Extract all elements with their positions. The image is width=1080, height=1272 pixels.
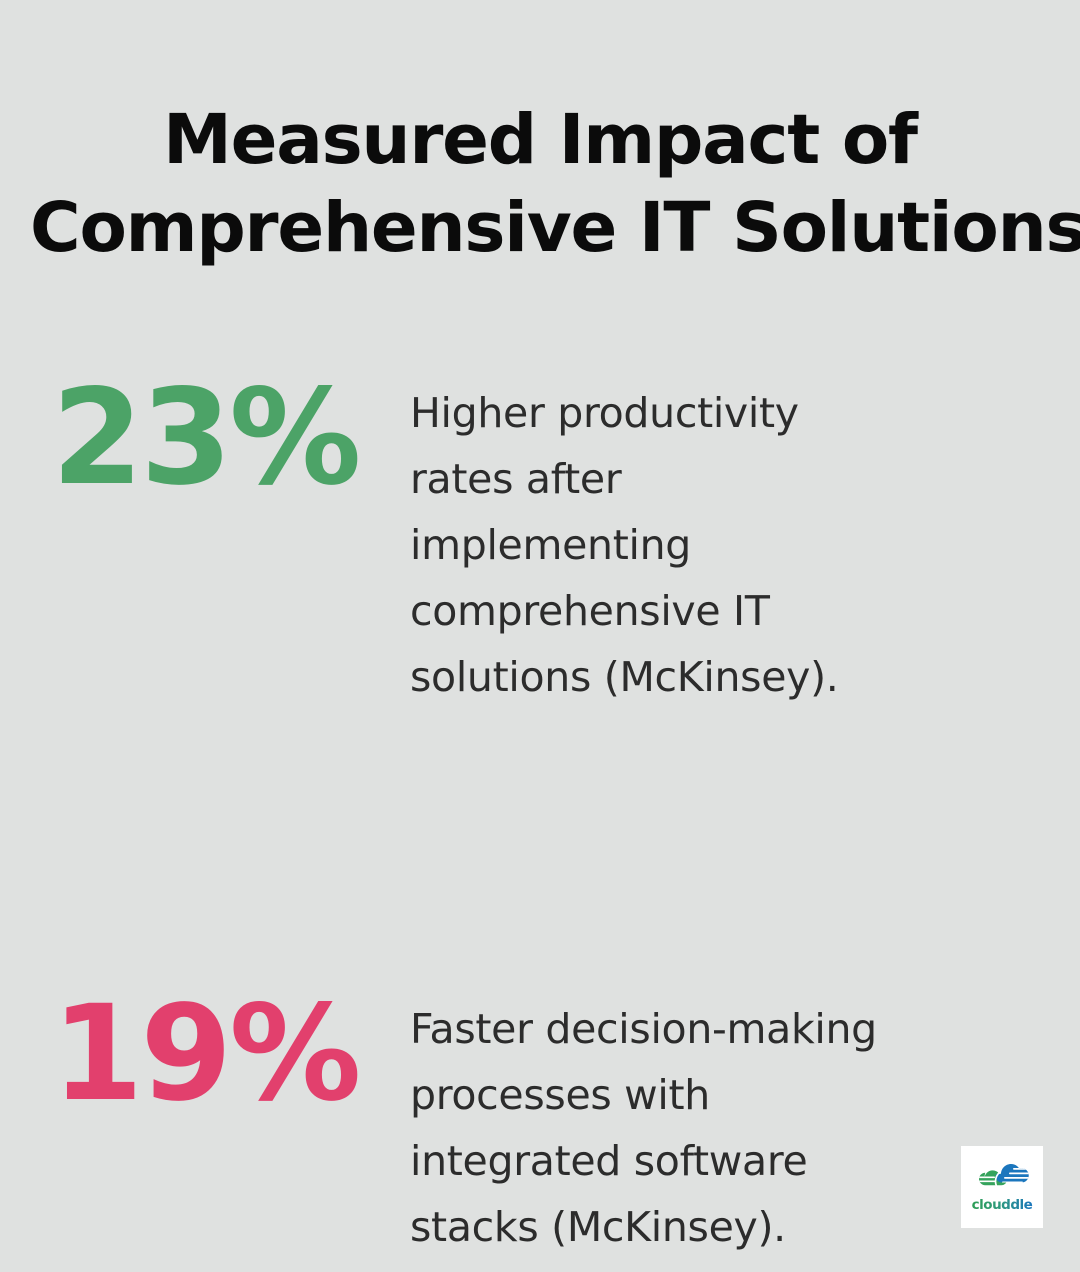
brand-wordmark-text: clouddle bbox=[972, 1197, 1033, 1213]
brand-wordmark: clouddle bbox=[972, 1197, 1033, 1213]
stat-item-decision-making: 19% Faster decision-making processes wit… bbox=[0, 984, 1080, 1260]
cloud-shape-blue bbox=[995, 1164, 1029, 1183]
stat-value-container-1: 23% bbox=[0, 368, 410, 508]
stat-description-productivity: Higher productivity rates after implemen… bbox=[410, 389, 839, 701]
stat-value-container-2: 19% bbox=[0, 984, 410, 1124]
page-title-line-1: Measured Impact of bbox=[163, 100, 918, 180]
stat-description-decision-making: Faster decision-making processes with in… bbox=[410, 1005, 877, 1251]
stat-value-23-percent: 23% bbox=[51, 361, 362, 515]
stat-item-productivity: 23% Higher productivity rates after impl… bbox=[0, 368, 1080, 710]
page-title-line-2: Comprehensive IT Solutions bbox=[30, 188, 1080, 268]
cloud-logo-icon bbox=[979, 1164, 1029, 1187]
statistics-list: 23% Higher productivity rates after impl… bbox=[0, 368, 1080, 1272]
cloud-divider bbox=[994, 1171, 1001, 1187]
brand-logo-card: clouddle bbox=[961, 1146, 1043, 1228]
page-title: Measured Impact of Comprehensive IT Solu… bbox=[30, 96, 1080, 272]
stat-value-19-percent: 19% bbox=[51, 977, 362, 1131]
